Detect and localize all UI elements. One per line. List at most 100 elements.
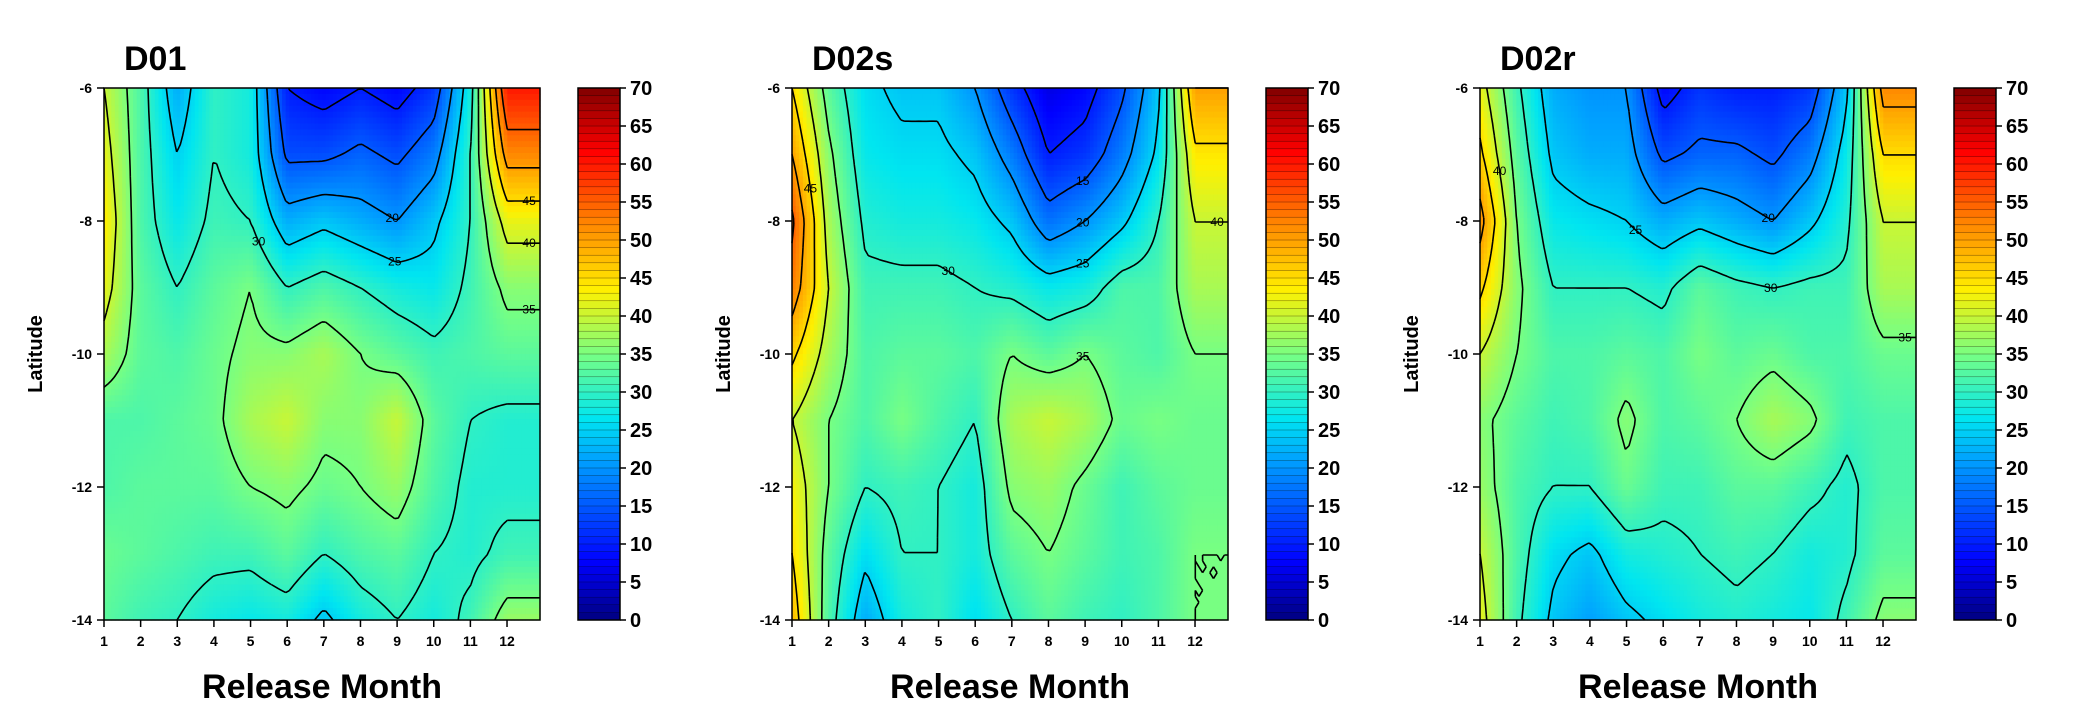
heatmap-cell — [133, 259, 138, 266]
heatmap-cell — [216, 135, 221, 142]
heatmap-cell — [169, 241, 174, 249]
heatmap-cell — [289, 235, 294, 243]
heatmap-cell — [525, 200, 530, 207]
heatmap-cell — [256, 123, 261, 130]
heatmap-cell — [173, 117, 178, 125]
heatmap-cell — [267, 88, 272, 95]
heatmap-cell — [140, 283, 145, 290]
heatmap-cell — [325, 259, 330, 266]
heatmap-cell — [140, 129, 145, 136]
heatmap-cell — [187, 147, 192, 154]
heatmap-cell — [187, 271, 192, 278]
heatmap-cell — [496, 288, 501, 296]
heatmap-cell — [216, 141, 221, 148]
heatmap-cell — [391, 88, 396, 95]
heatmap-cell — [125, 153, 131, 160]
heatmap-cell — [129, 312, 134, 320]
heatmap-cell — [169, 188, 174, 195]
heatmap-cell — [532, 271, 537, 278]
heatmap-cell — [260, 253, 265, 261]
heatmap-cell — [260, 330, 265, 337]
heatmap-cell — [202, 324, 207, 331]
heatmap-cell — [234, 158, 240, 166]
heatmap-cell — [343, 253, 349, 261]
heatmap-cell — [438, 223, 443, 231]
heatmap-cell — [165, 247, 170, 255]
heatmap-cell — [227, 170, 232, 178]
heatmap-cell — [489, 218, 494, 225]
heatmap-cell — [238, 170, 243, 178]
heatmap-cell — [536, 271, 541, 278]
heatmap-cell — [252, 164, 258, 172]
heatmap-cell — [303, 271, 309, 278]
heatmap-cell — [449, 153, 454, 160]
heatmap-cell — [412, 188, 418, 195]
heatmap-cell — [361, 283, 367, 290]
heatmap-cell — [311, 223, 316, 231]
heatmap-cell — [503, 111, 508, 119]
heatmap-cell — [485, 271, 490, 278]
heatmap-cell — [394, 312, 399, 320]
heatmap-cell — [438, 200, 443, 207]
heatmap-cell — [503, 170, 508, 178]
heatmap-cell — [478, 277, 483, 284]
heatmap-cell — [114, 141, 120, 148]
heatmap-cell — [449, 271, 454, 278]
heatmap-cell — [318, 141, 323, 148]
heatmap-cell — [209, 194, 214, 201]
heatmap-cell — [191, 194, 196, 201]
heatmap-cell — [438, 229, 443, 237]
heatmap-cell — [369, 300, 374, 308]
heatmap-cell — [449, 288, 454, 296]
heatmap-cell — [507, 294, 512, 302]
heatmap-cell — [242, 158, 247, 166]
heatmap-cell — [478, 117, 483, 125]
heatmap-cell — [380, 135, 385, 142]
heatmap-cell — [140, 277, 145, 284]
heatmap-cell — [383, 247, 388, 255]
heatmap-cell — [154, 99, 160, 107]
heatmap-cell — [470, 105, 476, 113]
heatmap-cell — [180, 129, 185, 136]
heatmap-cell — [329, 259, 334, 266]
heatmap-cell — [263, 99, 269, 107]
heatmap-cell — [133, 218, 138, 225]
heatmap-cell — [256, 271, 261, 278]
heatmap-cell — [427, 105, 432, 113]
heatmap-cell — [136, 194, 141, 201]
heatmap-cell — [285, 158, 290, 166]
heatmap-cell — [365, 330, 370, 337]
heatmap-cell — [376, 88, 381, 95]
heatmap-cell — [431, 200, 436, 207]
heatmap-cell — [162, 312, 167, 320]
heatmap-cell — [220, 164, 225, 172]
heatmap-cell — [220, 117, 225, 125]
heatmap-cell — [107, 265, 112, 272]
heatmap-cell — [107, 153, 112, 160]
heatmap-cell — [296, 271, 301, 278]
heatmap-cell — [409, 99, 414, 107]
heatmap-cell — [351, 312, 356, 320]
heatmap-cell — [303, 135, 309, 142]
heatmap-cell — [216, 117, 221, 125]
heatmap-cell — [173, 105, 178, 113]
heatmap-cell — [387, 312, 392, 320]
heatmap-cell — [267, 158, 272, 166]
heatmap-cell — [365, 99, 370, 107]
heatmap-cell — [463, 88, 468, 95]
heatmap-cell — [198, 330, 203, 337]
heatmap-cell — [420, 123, 425, 130]
heatmap-cell — [198, 288, 203, 296]
heatmap-cell — [111, 99, 116, 107]
heatmap-cell — [289, 288, 294, 296]
heatmap-cell — [125, 141, 131, 148]
heatmap-cell — [441, 170, 447, 178]
heatmap-cell — [285, 200, 290, 207]
heatmap-cell — [165, 218, 170, 225]
heatmap-cell — [234, 265, 240, 272]
heatmap-cell — [380, 194, 385, 201]
heatmap-cell — [231, 330, 236, 337]
heatmap-cell — [460, 259, 465, 266]
heatmap-cell — [176, 93, 181, 101]
heatmap-cell — [162, 283, 167, 290]
